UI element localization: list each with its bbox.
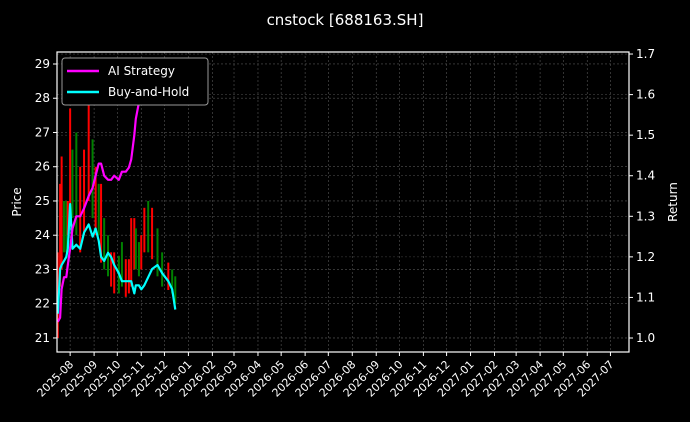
y2-tick-label: 1.6 bbox=[636, 88, 655, 102]
y2-tick-label: 1.3 bbox=[636, 209, 655, 223]
plot-frame bbox=[56, 51, 630, 353]
y-tick-label: 23 bbox=[35, 262, 50, 276]
chart-title: cnstock [688163.SH] bbox=[267, 11, 424, 29]
legend-label-buy-and-hold: Buy-and-Hold bbox=[108, 85, 189, 99]
y2-tick-label: 1.1 bbox=[636, 290, 655, 304]
y-tick-label: 27 bbox=[35, 125, 50, 139]
y2-axis-label: Return bbox=[666, 182, 680, 222]
y-axis-label: Price bbox=[10, 187, 24, 216]
price-bars bbox=[56, 87, 177, 338]
series-line-buy-and-hold bbox=[56, 203, 177, 314]
y-tick-label: 22 bbox=[35, 297, 50, 311]
y-tick-label: 29 bbox=[35, 57, 50, 71]
legend-label-ai-strategy: AI Strategy bbox=[108, 64, 175, 78]
y2-tick-label: 1.4 bbox=[636, 169, 655, 183]
y-tick-label: 24 bbox=[35, 228, 50, 242]
y-tick-label: 26 bbox=[35, 160, 50, 174]
legend: AI Strategy Buy-and-Hold bbox=[61, 57, 209, 106]
y2-tick-label: 1.2 bbox=[636, 250, 655, 264]
y-tick-label: 28 bbox=[35, 91, 50, 105]
y2-tick-label: 1.7 bbox=[636, 47, 655, 61]
y-tick-label: 25 bbox=[35, 194, 50, 208]
y2-tick-label: 1.0 bbox=[636, 331, 655, 345]
y2-tick-label: 1.5 bbox=[636, 128, 655, 142]
y-tick-label: 21 bbox=[35, 331, 50, 345]
